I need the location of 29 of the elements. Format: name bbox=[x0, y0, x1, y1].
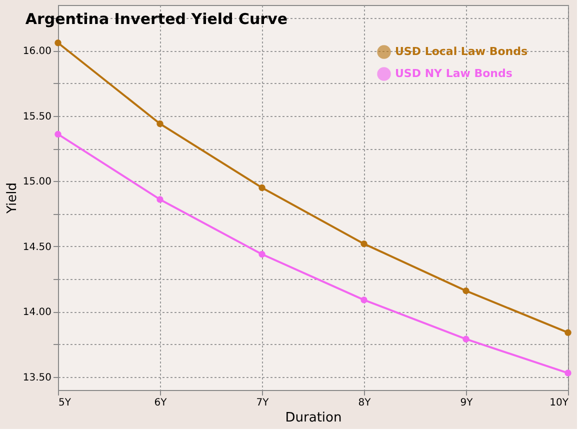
x-tick-label: 5Y bbox=[58, 398, 72, 408]
point bbox=[564, 370, 572, 376]
x-tick-label: 6Y bbox=[154, 398, 168, 408]
point bbox=[54, 130, 62, 138]
point bbox=[156, 120, 164, 128]
point bbox=[156, 196, 164, 203]
legend-label: USD NY Law Bonds bbox=[395, 67, 513, 80]
x-tick-label: 7Y bbox=[256, 398, 270, 408]
y-tick-label: 16.00 bbox=[22, 46, 52, 58]
point bbox=[258, 250, 266, 258]
y-axis-title: Yield bbox=[4, 182, 20, 214]
point bbox=[462, 336, 470, 342]
x-tick-label: 9Y bbox=[460, 398, 474, 408]
point bbox=[564, 329, 572, 336]
point bbox=[360, 296, 368, 304]
chart-title: Argentina Inverted Yield Curve bbox=[25, 10, 288, 28]
point bbox=[462, 287, 470, 294]
legend-label: USD Local Law Bonds bbox=[395, 45, 528, 58]
x-tick-label: 10Y bbox=[550, 398, 570, 408]
point bbox=[258, 184, 266, 192]
y-tick-label: 14.50 bbox=[22, 242, 52, 253]
point bbox=[360, 240, 368, 248]
y-tick-label: 14.00 bbox=[22, 307, 52, 318]
x-tick-label: 8Y bbox=[358, 398, 372, 408]
x-axis-title: Duration bbox=[285, 410, 342, 426]
y-tick-label: 15.50 bbox=[22, 111, 52, 122]
y-tick-label: 13.50 bbox=[22, 372, 52, 384]
y-tick-label: 15.00 bbox=[22, 176, 52, 188]
point bbox=[54, 40, 62, 46]
